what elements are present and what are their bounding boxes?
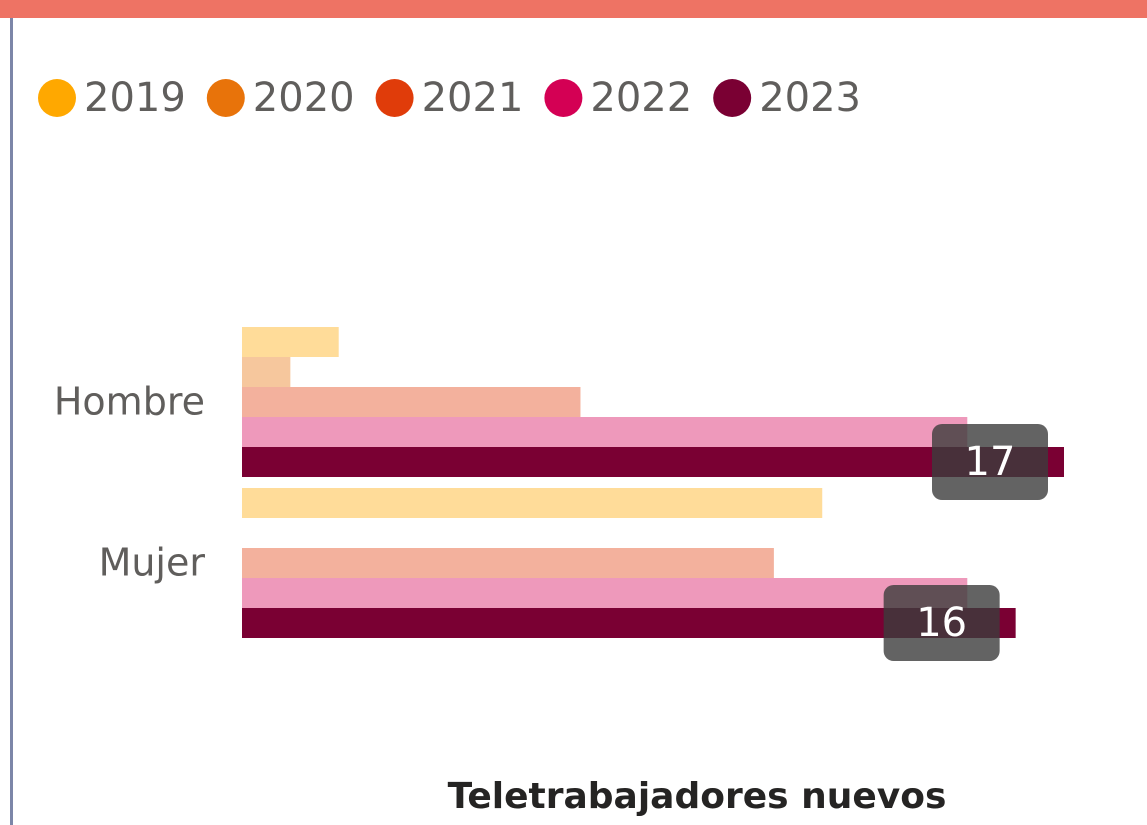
bar: [242, 417, 968, 447]
data-label-box: [932, 424, 1048, 500]
bar: [242, 387, 581, 417]
legend-label: 2021: [422, 75, 524, 121]
legend-label: 2019: [84, 75, 186, 121]
chart-title: Teletrabajadores nuevos: [448, 776, 947, 817]
left-border: [10, 18, 13, 825]
bar: [242, 488, 823, 518]
bar: [242, 447, 1064, 477]
data-label-text: 16: [916, 600, 967, 646]
bar: [242, 578, 968, 608]
legend-marker: [375, 79, 414, 117]
bar: [242, 357, 291, 387]
legend-marker: [38, 79, 76, 117]
legend-marker: [206, 79, 245, 117]
header-bar: [0, 0, 1147, 18]
bar: [242, 327, 339, 357]
bar: [242, 548, 774, 578]
legend-marker: [544, 79, 583, 117]
legend-label: 2020: [253, 75, 355, 121]
data-label-text: 17: [965, 439, 1016, 485]
legend-marker: [713, 79, 752, 117]
y-tick-label: Mujer: [99, 541, 206, 585]
data-label: 17: [932, 424, 1048, 500]
data-label: 16: [883, 585, 1000, 661]
legend-label: 2023: [759, 75, 861, 121]
data-label-box: [883, 585, 1000, 661]
y-tick-label: Hombre: [54, 380, 205, 424]
legend-label: 2022: [590, 75, 692, 121]
